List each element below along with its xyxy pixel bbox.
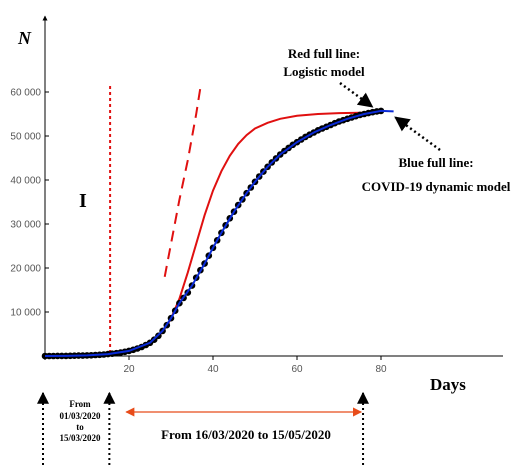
period-2-label: From 16/03/2020 to 15/05/2020 <box>161 427 331 442</box>
dynamic-model-line <box>44 109 394 357</box>
early-phase-dashed-line <box>163 87 202 277</box>
period-1-label: to <box>76 422 84 432</box>
y-tick-label: 10 000 <box>10 308 41 319</box>
x-tick-label: 60 <box>291 364 303 375</box>
blue-annotation-subtitle: COVID-19 dynamic model <box>362 179 511 194</box>
region-label: I <box>79 190 87 212</box>
x-axis-label: Days <box>430 375 466 394</box>
period-1-label: From <box>69 399 91 409</box>
y-tick-label: 30 000 <box>10 220 41 231</box>
red-annotation-arrow <box>339 81 374 108</box>
y-axis-label: N <box>17 28 32 48</box>
blue-annotation-title: Blue full line: <box>398 155 473 170</box>
red-annotation-title: Red full line: <box>288 46 360 61</box>
y-tick-label: 60 000 <box>10 88 41 99</box>
red-annotation-subtitle: Logistic model <box>283 64 365 79</box>
y-tick-label: 40 000 <box>10 176 41 187</box>
logistic-model-line <box>44 111 381 357</box>
period-1-label: 15/03/2020 <box>59 433 101 443</box>
y-tick-label: 20 000 <box>10 264 41 275</box>
x-tick-label: 40 <box>207 364 219 375</box>
x-tick-label: 20 <box>123 364 135 375</box>
blue-annotation-arrow <box>394 116 441 152</box>
y-tick-label: 50 000 <box>10 132 41 143</box>
x-tick-label: 80 <box>375 364 387 375</box>
period-1-label: 01/03/2020 <box>59 411 101 421</box>
